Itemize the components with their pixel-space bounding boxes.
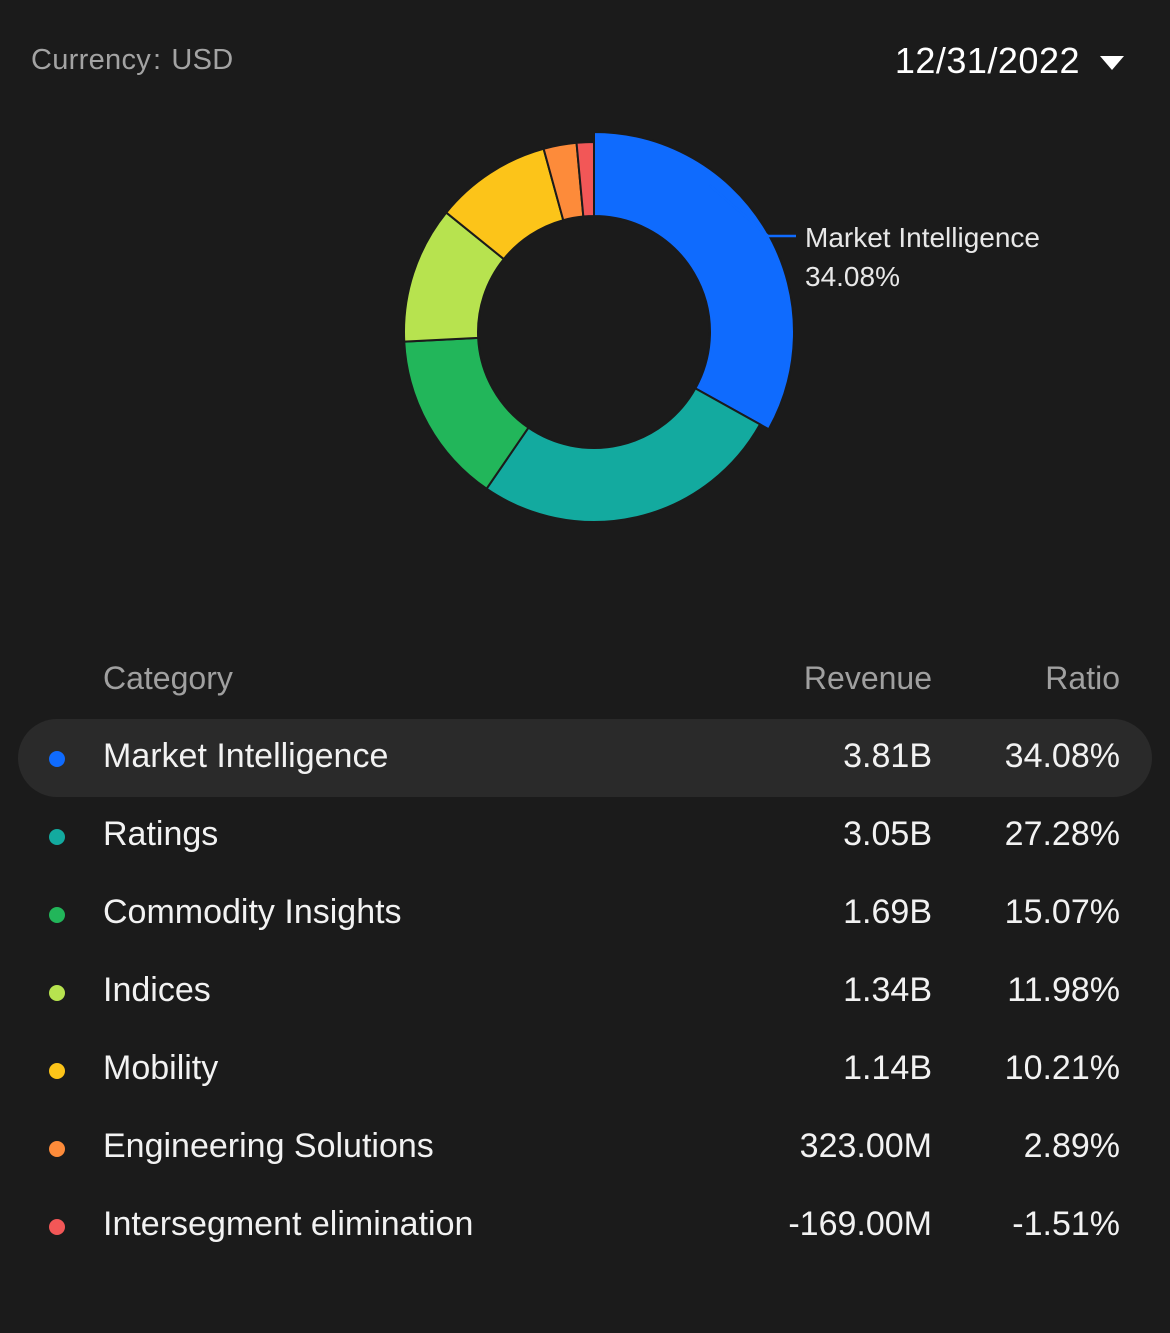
table-row[interactable]: Engineering Solutions 323.00M 2.89% [18,1109,1152,1187]
column-header-ratio: Ratio [1045,660,1120,696]
segment-name: Commodity Insights [103,893,402,931]
segment-revenue: 1.14B [843,1049,932,1087]
callout-leader-line [708,184,796,238]
legend-dot-icon [49,829,65,845]
legend-dot-icon [49,1219,65,1235]
chart-callout-name: Market Intelligence [805,222,1041,253]
segment-ratio: 10.21% [1004,1049,1120,1087]
table-header: Category Revenue Ratio [0,660,1170,704]
segment-revenue: -169.00M [788,1205,932,1243]
segment-ratio: 15.07% [1004,893,1120,931]
segment-table: Market Intelligence 3.81B 34.08% Ratings… [0,719,1170,1265]
segment-revenue: 1.69B [843,893,932,931]
segment-name: Indices [103,971,211,1009]
chart-callout-value: 34.08% [805,261,900,292]
donut-slice-market-intelligence[interactable] [593,130,795,431]
segment-ratio: 2.89% [1023,1127,1120,1165]
legend-dot-icon [49,985,65,1001]
table-row[interactable]: Market Intelligence 3.81B 34.08% [18,719,1152,797]
segment-ratio: 27.28% [1004,815,1120,853]
period-dropdown[interactable]: 12/31/2022 [895,40,1124,82]
donut-slice-ratings[interactable] [485,387,762,523]
currency-indicator: Currency: USD [31,44,234,77]
table-row[interactable]: Indices 1.34B 11.98% [18,953,1152,1031]
segment-name: Engineering Solutions [103,1127,434,1165]
column-header-revenue: Revenue [803,660,932,696]
legend-dot-icon [49,1063,65,1079]
donut-slice-intersegment-elimination[interactable] [575,140,595,218]
currency-value: USD [171,44,234,76]
segment-ratio: 11.98% [1007,971,1120,1009]
currency-separator: : [153,44,162,76]
segment-ratio: 34.08% [1004,737,1120,775]
segment-revenue: 323.00M [799,1127,932,1165]
period-value: 12/31/2022 [894,40,1080,81]
segment-revenue: 3.81B [843,737,932,775]
column-header-category: Category [103,660,233,696]
table-row[interactable]: Commodity Insights 1.69B 15.07% [18,875,1152,953]
table-row[interactable]: Intersegment elimination -169.00M -1.51% [18,1187,1152,1265]
legend-dot-icon [49,1141,65,1157]
legend-dot-icon [49,751,65,767]
table-row[interactable]: Ratings 3.05B 27.28% [18,797,1152,875]
legend-dot-icon [49,907,65,923]
segment-revenue: 3.05B [843,815,932,853]
currency-label: Currency [31,44,152,76]
donut-chart[interactable] [0,120,1170,540]
segment-ratio: -1.51% [1012,1205,1120,1243]
segment-name: Market Intelligence [103,737,389,775]
segment-revenue: 1.34B [843,971,932,1009]
segment-name: Mobility [103,1049,219,1087]
segment-name: Ratings [103,815,219,853]
segment-name: Intersegment elimination [103,1205,474,1243]
table-row[interactable]: Mobility 1.14B 10.21% [18,1031,1152,1109]
caret-down-icon [1100,56,1124,70]
